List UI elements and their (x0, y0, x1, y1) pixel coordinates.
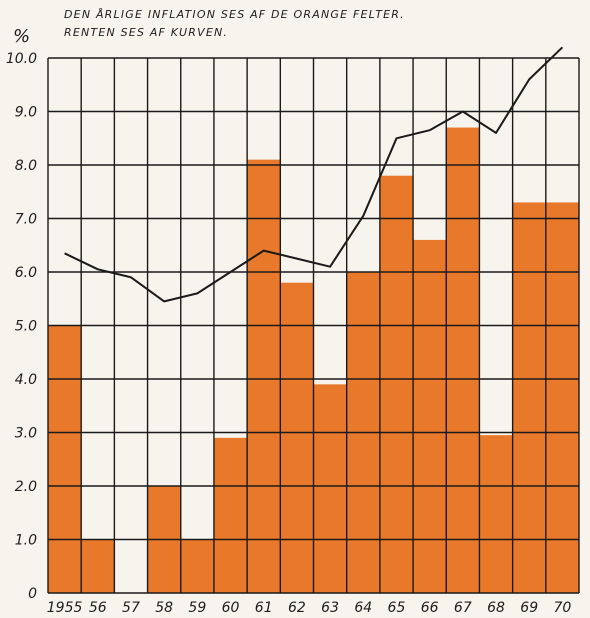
chart-title-line-2: RENTEN SES AF KURVEN. (64, 26, 229, 39)
bar-68 (479, 435, 513, 593)
y-tick-label: 1.0 (15, 533, 37, 549)
bar-66 (413, 239, 447, 593)
bar-1955 (48, 325, 82, 593)
y-tick-label: 0 (28, 586, 37, 602)
x-tick-label: 61 (255, 600, 273, 616)
bar-56 (81, 539, 115, 593)
x-tick-label: 64 (354, 600, 372, 616)
y-tick-label: 7.0 (15, 212, 37, 228)
y-tick-label: 3.0 (15, 426, 37, 442)
y-tick-label: 8.0 (15, 158, 37, 174)
x-tick-label: 58 (155, 600, 173, 616)
bar-63 (313, 384, 347, 593)
bar-69 (512, 202, 546, 593)
x-tick-label: 65 (388, 600, 406, 616)
chart-title-line-1: DEN ÅRLIGE INFLATION SES AF DE ORANGE FE… (64, 8, 405, 21)
y-tick-label: 5.0 (15, 319, 37, 335)
x-tick-label: 69 (520, 600, 538, 616)
y-tick-label: 4.0 (15, 372, 37, 388)
x-tick-label: 66 (421, 600, 439, 616)
bar-65 (379, 175, 414, 593)
x-tick-label: 67 (454, 600, 472, 616)
x-tick-label: 62 (288, 600, 306, 616)
y-tick-label: 10.0 (6, 51, 37, 67)
x-tick-label: 56 (89, 600, 107, 616)
x-tick-label: 68 (487, 600, 505, 616)
y-axis-unit-label: % (13, 26, 31, 47)
bar-61 (247, 159, 281, 593)
bar-70 (545, 202, 579, 593)
x-tick-label: 63 (321, 600, 339, 616)
x-tick-label: 59 (188, 600, 206, 616)
x-tick-label: 57 (122, 600, 140, 616)
x-tick-label: 70 (553, 600, 571, 616)
x-tick-label: 60 (222, 600, 240, 616)
bar-59 (180, 539, 214, 593)
bar-67 (446, 127, 480, 594)
x-tick-label: 1955 (47, 600, 83, 616)
y-tick-label: 6.0 (15, 265, 37, 281)
interest-rate-curve (64, 46, 564, 303)
bar-60 (213, 437, 248, 593)
bar-62 (280, 282, 314, 593)
y-tick-label: 9.0 (15, 105, 37, 121)
y-tick-label: 2.0 (15, 479, 37, 495)
